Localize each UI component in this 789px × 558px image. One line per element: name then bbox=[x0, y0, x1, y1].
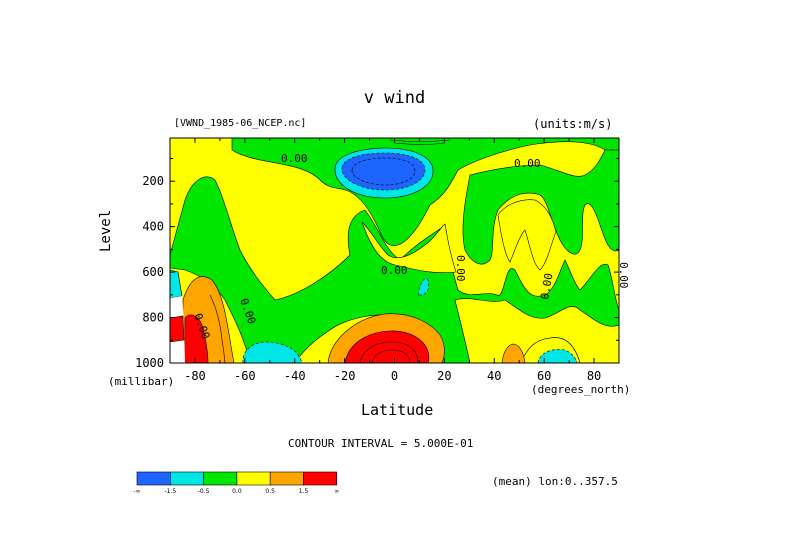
legend-label: 0.0 bbox=[232, 488, 242, 495]
x-tick-label: 0 bbox=[391, 369, 398, 383]
legend-swatch bbox=[203, 471, 238, 486]
x-tick-label: -20 bbox=[334, 369, 356, 383]
footer-mean: (mean) lon:0..357.5 bbox=[492, 475, 618, 488]
field-red-left bbox=[183, 314, 209, 363]
legend-swatch bbox=[269, 471, 304, 486]
x-tick-label: 40 bbox=[487, 369, 501, 383]
contour-label: 0.00 bbox=[454, 255, 467, 282]
legend-label: ∞ bbox=[334, 488, 339, 495]
legend-swatch bbox=[303, 471, 338, 486]
contour-label: 0.00 bbox=[538, 272, 555, 300]
legend-label: -0.5 bbox=[198, 488, 210, 495]
legend-swatch bbox=[236, 471, 271, 486]
contour-red-inner2 bbox=[371, 349, 411, 363]
field-cyan-small bbox=[417, 278, 429, 296]
field-green-right-top bbox=[462, 149, 619, 265]
contour-interval: CONTOUR INTERVAL = 5.000E-01 bbox=[288, 437, 474, 450]
contour-jet-inner bbox=[351, 157, 416, 186]
contour-top-streak bbox=[389, 139, 451, 142]
field-cyan-bottom bbox=[242, 341, 303, 363]
field-yellow-right-tongue bbox=[497, 199, 557, 271]
field-cyan-bottom-right bbox=[537, 349, 578, 363]
field-yellow-mid bbox=[361, 221, 457, 273]
x-tick-label: 60 bbox=[537, 369, 551, 383]
x-tick-label: -60 bbox=[234, 369, 256, 383]
x-tick-label: -80 bbox=[184, 369, 206, 383]
y-tick-label: 600 bbox=[142, 265, 164, 279]
legend-swatch bbox=[170, 471, 204, 486]
legend-label: -1.5 bbox=[164, 488, 176, 495]
field-green-top bbox=[231, 138, 619, 246]
y-tick-label: 200 bbox=[142, 174, 164, 188]
contour-label: 0.00 bbox=[617, 262, 630, 289]
x-axis-unit: (degrees_north) bbox=[531, 383, 631, 396]
x-axis-title: Latitude bbox=[361, 401, 434, 419]
contour-fields bbox=[170, 138, 619, 363]
field-red-equator bbox=[344, 330, 430, 363]
contour-label: 0.00 bbox=[281, 152, 308, 165]
y-axis-unit: (millibar) bbox=[108, 375, 175, 388]
x-axis: -80 -60 -40 -20 0 20 40 60 80 bbox=[169, 138, 620, 383]
source-file-label: [VWND_1985-06_NCEP.nc] bbox=[174, 118, 307, 129]
contour-red-inner bbox=[359, 341, 419, 363]
chart-title: v wind bbox=[363, 88, 426, 108]
y-tick-label: 400 bbox=[142, 220, 164, 234]
contour-label: 0.00 bbox=[514, 157, 541, 170]
contour-top-streak2 bbox=[394, 142, 446, 145]
x-tick-label: 80 bbox=[587, 369, 601, 383]
legend-swatch bbox=[136, 471, 171, 486]
x-tick-label: 20 bbox=[437, 369, 451, 383]
contour-orange-left-inner bbox=[209, 294, 226, 363]
x-tick-label: -40 bbox=[284, 369, 306, 383]
y-tick-label: 800 bbox=[142, 311, 164, 325]
y-axis-title: Level bbox=[98, 209, 114, 252]
legend-label: 0.5 bbox=[265, 488, 275, 495]
y-tick-label: 1000 bbox=[135, 356, 164, 370]
y-axis: 200 400 600 800 1000 bbox=[135, 157, 619, 370]
legend: -∞ -1.5 -0.5 0.0 0.5 1.5 ∞ bbox=[133, 471, 339, 495]
contour-label: 0.00 bbox=[381, 264, 408, 277]
legend-label: 1.5 bbox=[299, 488, 309, 495]
field-red-left-edge bbox=[170, 315, 185, 343]
field-orange-right bbox=[501, 343, 526, 363]
units-label: (units:m/s) bbox=[533, 117, 613, 131]
legend-label: -∞ bbox=[133, 488, 140, 495]
